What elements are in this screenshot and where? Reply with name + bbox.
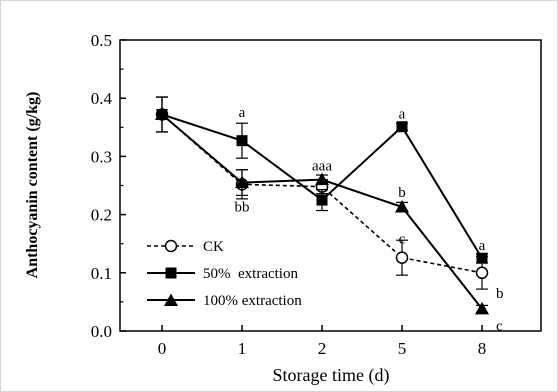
y-axis: 0.0 0.1 0.2 0.3 0.4 0.5: [91, 31, 126, 341]
legend-entry-100: 100% extraction: [147, 293, 302, 309]
data-point: [476, 252, 488, 264]
annotation-label: bb: [235, 200, 250, 216]
y-tick-label: 0.2: [91, 206, 112, 225]
data-point: [475, 301, 489, 315]
data-point: [315, 172, 329, 186]
data-point: [236, 135, 248, 147]
y-tick-label: 0.3: [91, 147, 112, 166]
legend-label-100: 100% extraction: [203, 293, 302, 309]
annotation-label: aaa: [312, 158, 332, 174]
x-tick-label: 1: [238, 339, 247, 358]
data-point: [316, 194, 328, 206]
x-tick-label: 8: [478, 339, 487, 358]
y-axis-label: Anthocyanin content (g/kg): [24, 92, 41, 279]
legend: CK 50% extraction 100% extraction: [147, 239, 302, 309]
annotation-label: c: [496, 318, 503, 334]
legend-entry-50: 50% extraction: [147, 266, 298, 282]
legend-marker-50: [165, 267, 177, 279]
legend-label-ck: CK: [203, 239, 224, 255]
annotation-label: a: [479, 238, 486, 254]
x-tick-label: 5: [398, 339, 407, 358]
data-point: [475, 266, 489, 280]
x-tick-label: 2: [318, 339, 327, 358]
data-point: [396, 121, 408, 133]
series-layer: [155, 96, 489, 315]
annotation-label: c: [399, 232, 406, 248]
data-point: [395, 200, 409, 213]
annotation-label: a: [399, 107, 406, 123]
x-axis: 0 1 2 5 8: [158, 325, 487, 358]
y-tick-label: 0.0: [91, 322, 112, 341]
data-point: [235, 175, 249, 189]
y-tick-label: 0.5: [91, 31, 112, 50]
legend-entry-ck: CK: [147, 239, 224, 255]
legend-marker-ck: [164, 239, 178, 253]
x-tick-label: 0: [158, 339, 167, 358]
y-tick-label: 0.4: [91, 89, 113, 108]
annotation-label: a: [239, 105, 246, 121]
annotation-label: b: [496, 286, 504, 302]
annotation-label: b: [398, 185, 406, 201]
y-tick-label: 0.1: [91, 264, 112, 283]
legend-label-50: 50% extraction: [203, 266, 298, 282]
data-point: [155, 107, 169, 120]
data-point: [395, 251, 409, 264]
x-axis-label: Storage time (d): [273, 365, 390, 386]
legend-marker-100: [164, 293, 178, 306]
plot-frame: [119, 39, 542, 332]
series-2: [155, 96, 489, 315]
